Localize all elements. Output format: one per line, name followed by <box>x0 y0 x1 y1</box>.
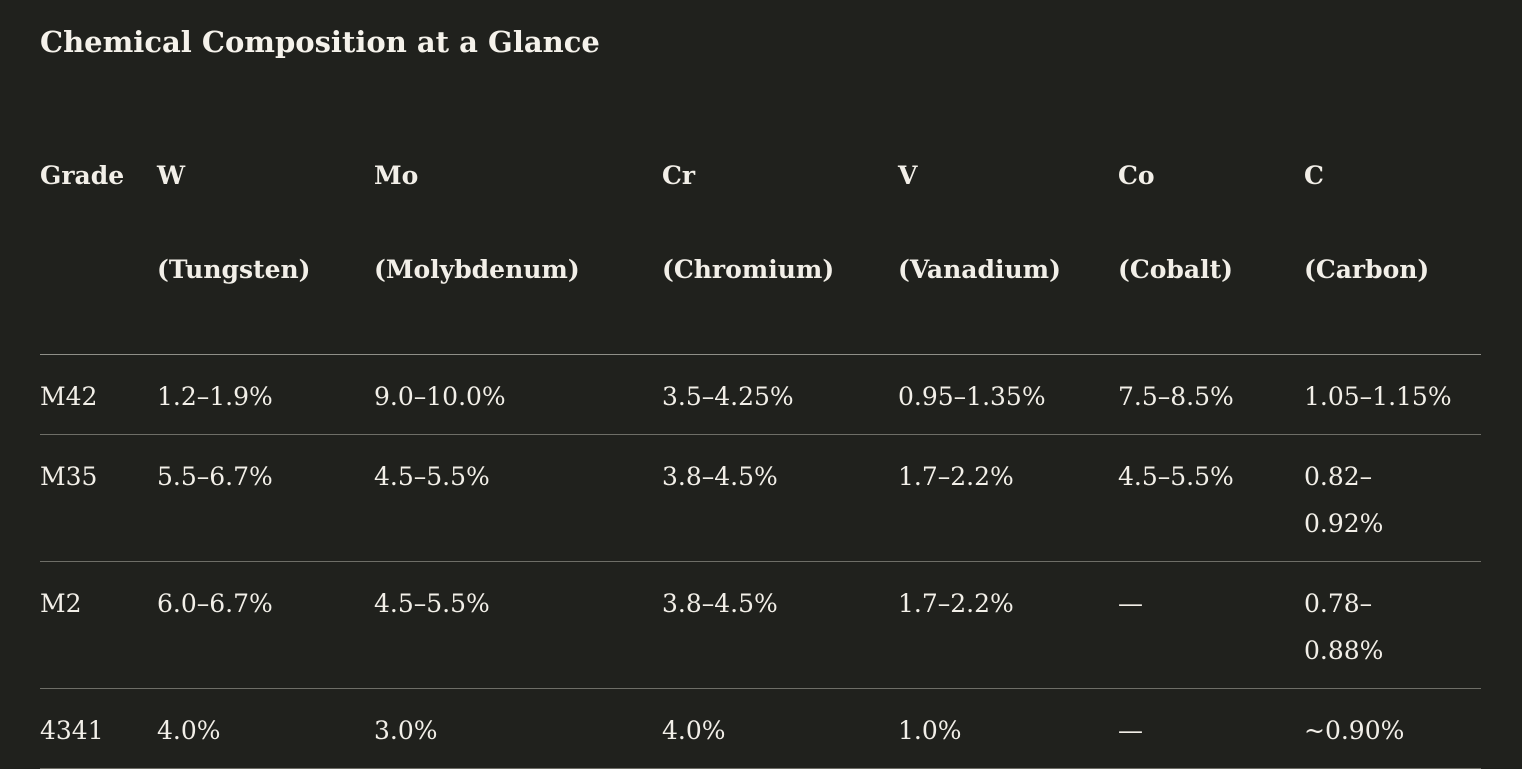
column-symbol: W <box>157 161 186 190</box>
value-cell-w: 5.5–6.7% <box>157 434 374 562</box>
table-title: Chemical Composition at a Glance <box>40 25 600 59</box>
value-cell-co: 7.5–8.5% <box>1118 354 1304 435</box>
value-cell-v: 1.7–2.2% <box>898 434 1118 562</box>
column-subtitle: (Chromium) <box>662 255 835 284</box>
table-row-m2: M2 6.0–6.7% 4.5–5.5% 3.8–4.5% 1.7–2.2% —… <box>40 561 1481 689</box>
column-symbol: Mo <box>374 161 419 190</box>
value-cell-v: 1.7–2.2% <box>898 561 1118 689</box>
value-cell-w: 6.0–6.7% <box>157 561 374 689</box>
column-symbol: V <box>898 161 918 190</box>
grade-cell: M2 <box>40 561 157 689</box>
value-cell-w: 1.2–1.9% <box>157 354 374 435</box>
column-subtitle: (Cobalt) <box>1118 255 1233 284</box>
value-cell-c: ~0.90% <box>1304 688 1481 769</box>
value-cell-cr: 3.5–4.25% <box>662 354 898 435</box>
grade-cell: M42 <box>40 354 157 435</box>
column-header-v: V (Vanadium) <box>898 105 1118 355</box>
value-cell-c: 0.82– 0.92% <box>1304 434 1481 562</box>
value-cell-mo: 4.5–5.5% <box>374 561 662 689</box>
column-header-c: C (Carbon) <box>1304 105 1481 355</box>
chemical-composition-table: Grade W (Tungsten) Mo (Molybdenum) Cr (C… <box>40 105 1481 769</box>
table-header: Grade W (Tungsten) Mo (Molybdenum) Cr (C… <box>40 105 1481 355</box>
table-row-m42: M42 1.2–1.9% 9.0–10.0% 3.5–4.25% 0.95–1.… <box>40 354 1481 435</box>
column-header-mo: Mo (Molybdenum) <box>374 105 662 355</box>
column-symbol: Grade <box>40 161 125 190</box>
value-cell-cr: 3.8–4.5% <box>662 561 898 689</box>
value-cell-co: 4.5–5.5% <box>1118 434 1304 562</box>
grade-cell: 4341 <box>40 688 157 769</box>
table-row-4341: 4341 4.0% 3.0% 4.0% 1.0% — ~0.90% <box>40 688 1481 769</box>
table-body: M42 1.2–1.9% 9.0–10.0% 3.5–4.25% 0.95–1.… <box>40 354 1481 769</box>
column-symbol: Co <box>1118 161 1155 190</box>
value-cell-mo: 4.5–5.5% <box>374 434 662 562</box>
column-subtitle: (Vanadium) <box>898 255 1061 284</box>
column-header-cr: Cr (Chromium) <box>662 105 898 355</box>
value-cell-cr: 3.8–4.5% <box>662 434 898 562</box>
column-symbol: Cr <box>662 161 696 190</box>
column-header-co: Co (Cobalt) <box>1118 105 1304 355</box>
value-cell-v: 1.0% <box>898 688 1118 769</box>
column-symbol: C <box>1304 161 1324 190</box>
column-subtitle: (Molybdenum) <box>374 255 580 284</box>
value-cell-w: 4.0% <box>157 688 374 769</box>
column-header-grade: Grade <box>40 105 157 355</box>
value-cell-cr: 4.0% <box>662 688 898 769</box>
column-subtitle: (Carbon) <box>1304 255 1430 284</box>
value-cell-mo: 3.0% <box>374 688 662 769</box>
value-cell-co: — <box>1118 688 1304 769</box>
header-row: Grade W (Tungsten) Mo (Molybdenum) Cr (C… <box>40 105 1481 355</box>
value-cell-c: 0.78– 0.88% <box>1304 561 1481 689</box>
grade-cell: M35 <box>40 434 157 562</box>
table-row-m35: M35 5.5–6.7% 4.5–5.5% 3.8–4.5% 1.7–2.2% … <box>40 434 1481 562</box>
value-cell-co: — <box>1118 561 1304 689</box>
value-cell-v: 0.95–1.35% <box>898 354 1118 435</box>
column-subtitle: (Tungsten) <box>157 255 311 284</box>
column-header-w: W (Tungsten) <box>157 105 374 355</box>
value-cell-c: 1.05–1.15% <box>1304 354 1481 435</box>
value-cell-mo: 9.0–10.0% <box>374 354 662 435</box>
